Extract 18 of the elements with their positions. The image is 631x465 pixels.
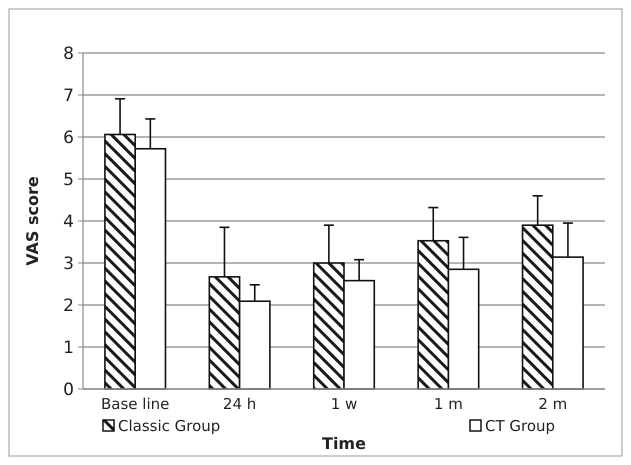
y-tick-label: 6 (63, 128, 74, 148)
x-tick-label: Base line (101, 395, 170, 413)
y-tick-label: 1 (63, 338, 74, 358)
x-tick-label: 24 h (222, 395, 256, 413)
x-tick-label: 1 m (434, 395, 463, 413)
y-tick-label: 5 (63, 170, 74, 190)
y-tick-label: 0 (63, 380, 74, 400)
y-tick-label: 4 (63, 212, 74, 232)
y-tick-label: 7 (63, 86, 74, 106)
y-tick-label: 3 (63, 254, 74, 274)
x-tick-label: 2 m (538, 395, 568, 413)
y-tick-label: 8 (63, 44, 74, 64)
y-tick-label: 2 (63, 296, 74, 316)
legend-label: Classic Group (118, 417, 220, 435)
x-tick-label: 1 w (330, 395, 358, 413)
x-axis-title: Time (322, 434, 366, 453)
legend-label: CT Group (485, 417, 556, 435)
y-axis-title: VAS score (23, 176, 42, 266)
